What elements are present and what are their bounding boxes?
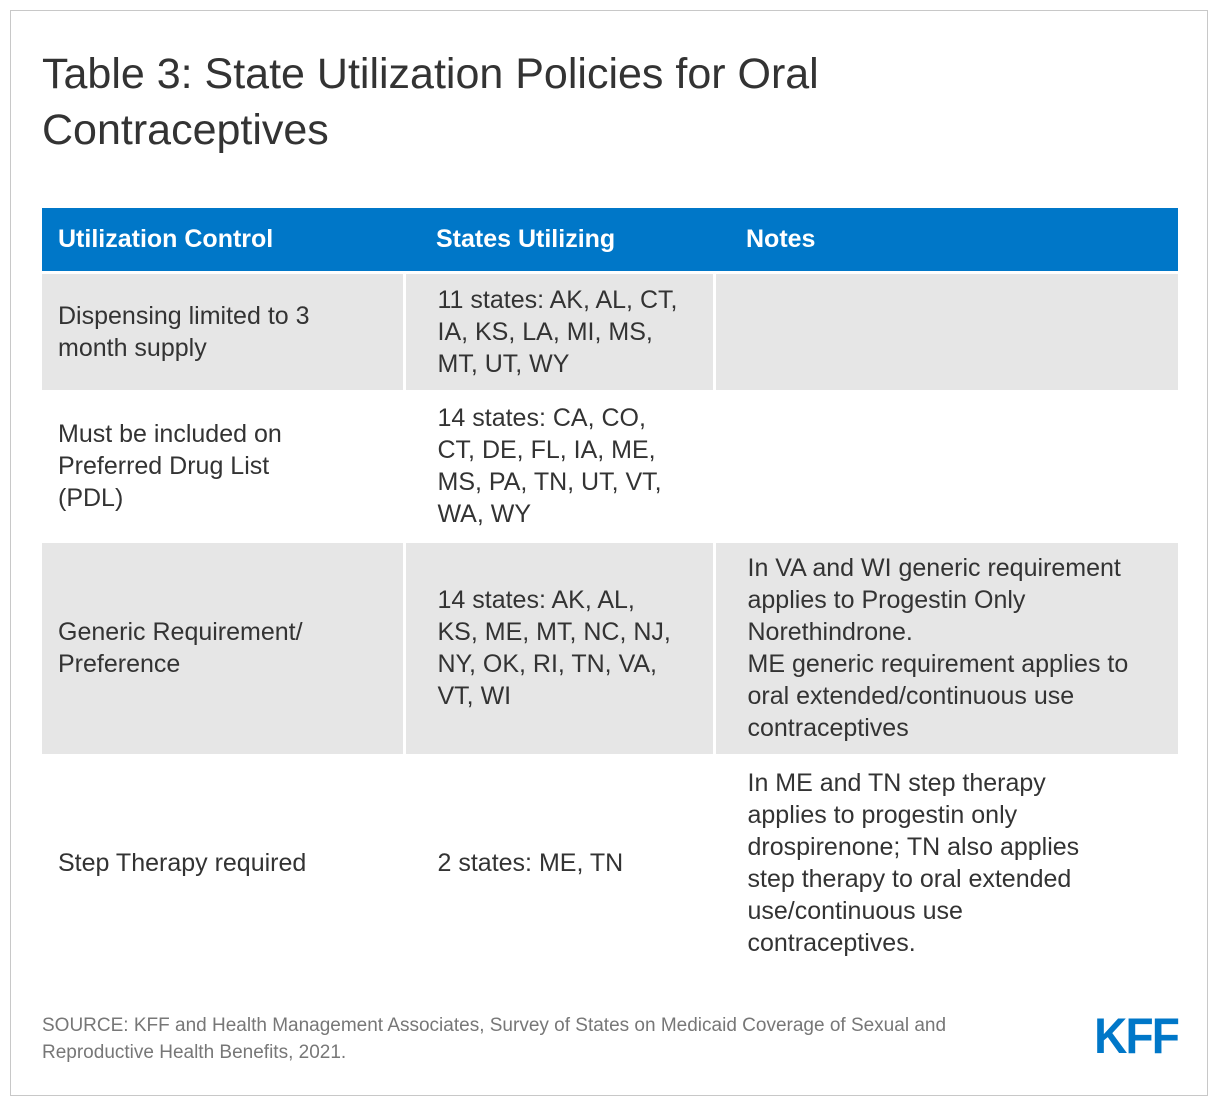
cell-control: Generic Requirement/ Preference <box>42 541 406 757</box>
cell-notes <box>712 272 1178 393</box>
cell-states: 14 states: AK, AL, KS, ME, MT, NC, NJ, N… <box>402 541 716 757</box>
table-row: Generic Requirement/ Preference 14 state… <box>42 541 1178 757</box>
cell-notes-text-2: ME generic requirement applies to oral e… <box>747 650 1129 742</box>
cell-control-text: Step Therapy required <box>58 849 307 877</box>
cell-notes: In VA and WI generic requirement applies… <box>712 541 1178 757</box>
source-note: SOURCE: KFF and Health Management Associ… <box>42 1015 947 1063</box>
cell-notes-text: In VA and WI generic requirement applies… <box>747 554 1121 646</box>
cell-states: 14 states: CA, CO, CT, DE, FL, IA, ME, M… <box>402 391 716 543</box>
cell-control: Dispensing limited to 3 month supply <box>42 272 406 393</box>
cell-notes-text: In ME and TN step therapy applies to pro… <box>747 769 1080 957</box>
cell-notes <box>712 391 1178 543</box>
cell-states-text: 2 states: ME, TN <box>437 849 624 877</box>
kff-logo: KFF <box>1094 1008 1180 1064</box>
cell-states-text: 11 states: AK, AL, CT, IA, KS, LA, MI, M… <box>437 285 678 378</box>
cell-states: 2 states: ME, TN <box>402 755 716 973</box>
figure-frame <box>10 10 1208 1096</box>
cell-control-text: Generic Requirement/ Preference <box>58 618 303 678</box>
cell-states-text: 14 states: AK, AL, KS, ME, MT, NC, NJ, N… <box>437 586 671 710</box>
table-row: Must be included on Preferred Drug List … <box>42 391 1178 543</box>
table-row: Dispensing limited to 3 month supply 11 … <box>42 272 1178 393</box>
cell-notes: In ME and TN step therapy applies to pro… <box>712 755 1178 973</box>
cell-states-text: 14 states: CA, CO, CT, DE, FL, IA, ME, M… <box>437 404 662 528</box>
cell-control: Step Therapy required <box>42 755 406 973</box>
column-header-notes: Notes <box>714 208 1178 274</box>
cell-control-text: Dispensing limited to 3 month supply <box>58 301 310 362</box>
table-header-row: Utilization Control States Utilizing Not… <box>42 208 1178 274</box>
cell-control: Must be included on Preferred Drug List … <box>42 391 406 543</box>
page-title: Table 3: State Utilization Policies for … <box>42 50 819 154</box>
utilization-table: Utilization Control States Utilizing Not… <box>42 208 1178 973</box>
cell-states: 11 states: AK, AL, CT, IA, KS, LA, MI, M… <box>402 272 716 393</box>
table-row: Step Therapy required 2 states: ME, TN I… <box>42 755 1178 973</box>
column-header-utilization-control: Utilization Control <box>42 208 404 274</box>
cell-control-text: Must be included on Preferred Drug List … <box>58 420 282 512</box>
column-header-states-utilizing: States Utilizing <box>404 208 714 274</box>
